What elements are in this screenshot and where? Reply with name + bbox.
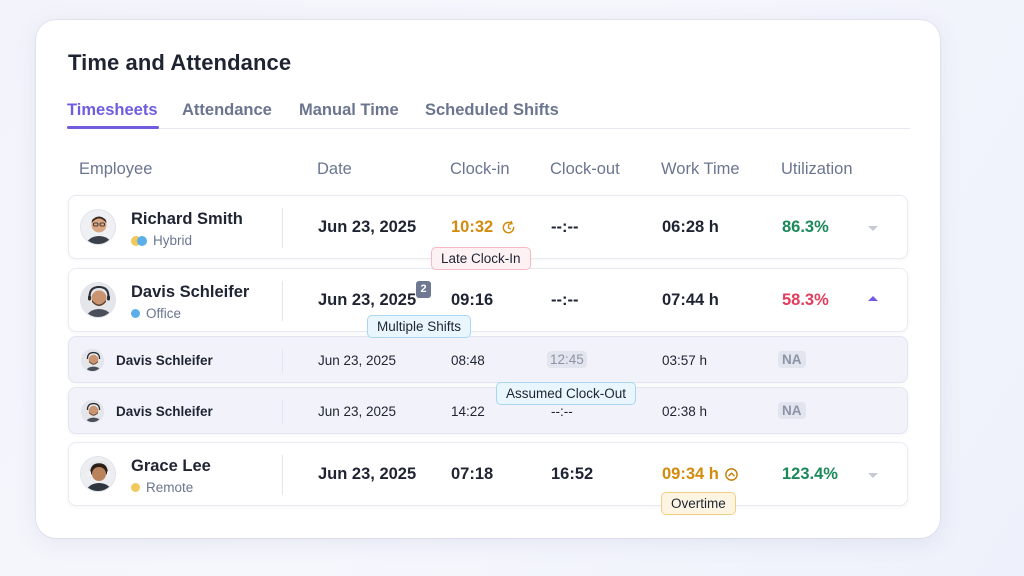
overtime-icon bbox=[725, 468, 738, 481]
divider bbox=[282, 208, 283, 248]
utilization-cell: 86.3% bbox=[782, 218, 829, 236]
clock-in-cell: 07:18 bbox=[451, 465, 494, 483]
chevron-up-icon[interactable] bbox=[868, 296, 878, 301]
assumed-clock-out: 12:45 bbox=[547, 351, 587, 368]
date-cell: Jun 23, 2025 bbox=[318, 404, 397, 419]
assumed-clock-out-tooltip: Assumed Clock-Out bbox=[496, 382, 637, 405]
tab-manual-time[interactable]: Manual Time bbox=[299, 101, 399, 119]
tab-bar: Timesheets Attendance Manual Time Schedu… bbox=[67, 99, 910, 129]
clock-out-cell: --:-- bbox=[551, 404, 573, 419]
divider bbox=[282, 400, 283, 424]
date-cell: Jun 23, 2025 bbox=[318, 465, 417, 483]
clock-in-cell: 10:32 bbox=[451, 218, 494, 236]
avatar bbox=[81, 349, 104, 372]
avatar-person-icon bbox=[82, 401, 103, 422]
divider bbox=[282, 349, 283, 373]
employee-name: Davis Schleifer bbox=[116, 404, 213, 419]
employee-location: Remote bbox=[131, 480, 193, 495]
clock-in-cell: 14:22 bbox=[451, 404, 485, 419]
late-clock-in-tooltip: Late Clock-In bbox=[431, 247, 531, 270]
avatar-person-icon bbox=[82, 350, 103, 371]
active-tab-indicator bbox=[67, 126, 159, 129]
employee-location: Hybrid bbox=[131, 233, 192, 248]
remote-dot-icon bbox=[131, 483, 140, 492]
avatar-person-icon bbox=[81, 210, 115, 244]
tab-attendance[interactable]: Attendance bbox=[182, 101, 272, 119]
employee-name: Richard Smith bbox=[131, 210, 243, 228]
table-header: Employee Date Clock-in Clock-out Work Ti… bbox=[36, 160, 940, 184]
divider bbox=[282, 281, 283, 321]
table-row[interactable]: Grace Lee Remote Jun 23, 2025 07:18 16:5… bbox=[68, 442, 908, 506]
avatar bbox=[80, 282, 116, 318]
employee-name: Davis Schleifer bbox=[131, 283, 250, 301]
employee-name: Grace Lee bbox=[131, 457, 211, 475]
multiple-shifts-tooltip: Multiple Shifts bbox=[367, 315, 472, 338]
page-title: Time and Attendance bbox=[68, 50, 292, 75]
table-row[interactable]: Davis Schleifer Office Jun 23, 2025 2 09… bbox=[68, 268, 908, 332]
employee-location: Office bbox=[131, 306, 181, 321]
date-cell: Jun 23, 2025 bbox=[318, 353, 397, 368]
clock-in-cell: 08:48 bbox=[451, 353, 485, 368]
col-utilization: Utilization bbox=[781, 160, 853, 178]
col-employee: Employee bbox=[79, 160, 153, 178]
work-time-cell: 06:28 h bbox=[662, 218, 719, 236]
employee-name: Davis Schleifer bbox=[116, 353, 213, 368]
clock-out-cell: 16:52 bbox=[551, 465, 594, 483]
date-cell: Jun 23, 2025 bbox=[318, 291, 417, 309]
avatar bbox=[80, 456, 116, 492]
chevron-down-icon[interactable] bbox=[868, 226, 878, 231]
tab-scheduled-shifts[interactable]: Scheduled Shifts bbox=[425, 101, 559, 119]
avatar bbox=[80, 209, 116, 245]
shift-count-badge: 2 bbox=[416, 281, 431, 298]
utilization-cell: 58.3% bbox=[782, 291, 829, 309]
location-label: Hybrid bbox=[153, 233, 193, 248]
table-row-sub[interactable]: Davis Schleifer Jun 23, 2025 14:22 --:--… bbox=[68, 387, 908, 434]
clock-late-icon bbox=[502, 220, 515, 234]
divider bbox=[282, 455, 283, 495]
avatar bbox=[81, 400, 104, 423]
clock-out-cell: --:-- bbox=[551, 291, 579, 309]
col-clock-out: Clock-out bbox=[550, 160, 620, 178]
location-label: Office bbox=[146, 306, 182, 321]
clock-in-cell: 09:16 bbox=[451, 291, 494, 309]
attendance-card: Time and Attendance Timesheets Attendanc… bbox=[36, 20, 940, 538]
overtime-tooltip: Overtime bbox=[661, 492, 736, 515]
col-clock-in: Clock-in bbox=[450, 160, 510, 178]
date-cell: Jun 23, 2025 bbox=[318, 218, 417, 236]
work-time-cell: 09:34 h bbox=[662, 465, 719, 483]
work-time-cell: 02:38 h bbox=[662, 404, 708, 419]
chevron-down-icon[interactable] bbox=[868, 473, 878, 478]
utilization-na-badge: NA bbox=[778, 351, 806, 368]
work-time-cell: 07:44 h bbox=[662, 291, 719, 309]
work-time-cell: 03:57 h bbox=[662, 353, 708, 368]
hybrid-dot-icon bbox=[131, 235, 147, 246]
location-label: Remote bbox=[146, 480, 194, 495]
tab-timesheets[interactable]: Timesheets bbox=[67, 101, 158, 119]
col-work-time: Work Time bbox=[661, 160, 740, 178]
clock-out-cell: --:-- bbox=[551, 218, 579, 236]
utilization-na-badge: NA bbox=[778, 402, 806, 419]
avatar-person-icon bbox=[81, 457, 115, 491]
col-date: Date bbox=[317, 160, 352, 178]
table-row-sub[interactable]: Davis Schleifer Jun 23, 2025 08:48 12:45… bbox=[68, 336, 908, 383]
office-dot-icon bbox=[131, 309, 140, 318]
avatar-person-icon bbox=[81, 283, 115, 317]
utilization-cell: 123.4% bbox=[782, 465, 838, 483]
